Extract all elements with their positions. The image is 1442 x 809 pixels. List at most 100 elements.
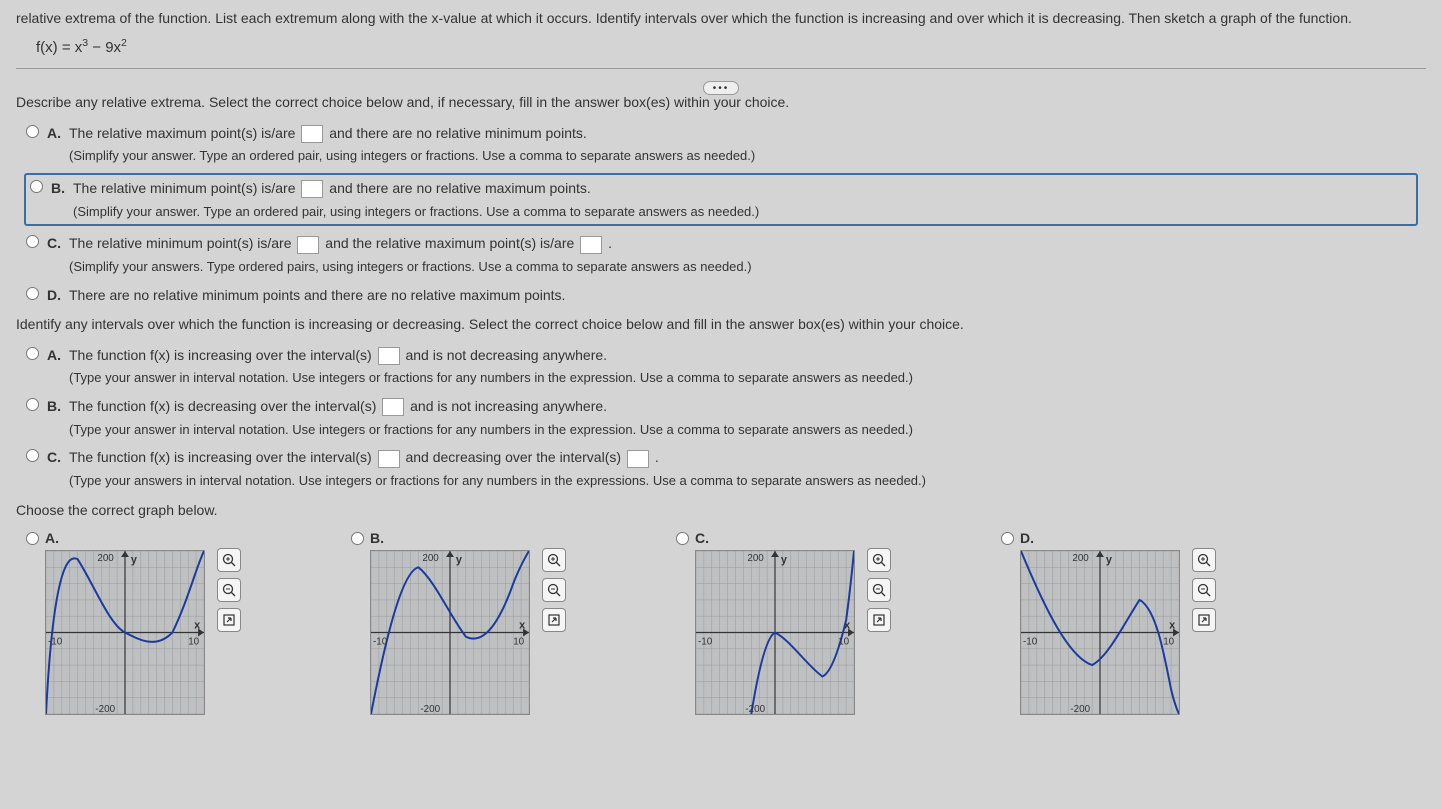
q3-radio-c[interactable] xyxy=(676,532,689,545)
svg-text:-10: -10 xyxy=(698,636,713,647)
q3-radio-b[interactable] xyxy=(351,532,364,545)
answer-box[interactable] xyxy=(301,180,323,198)
svg-text:200: 200 xyxy=(1072,552,1089,563)
q2-prompt: Identify any intervals over which the fu… xyxy=(16,316,1426,332)
ellipsis-pill[interactable]: ••• xyxy=(703,81,739,95)
q1-option-d[interactable]: D. There are no relative minimum points … xyxy=(26,284,1426,306)
problem-instruction: relative extrema of the function. List e… xyxy=(16,8,1426,29)
svg-text:y: y xyxy=(1106,553,1112,565)
svg-text:x: x xyxy=(194,619,200,631)
answer-box[interactable] xyxy=(382,398,404,416)
option-label: A. xyxy=(47,122,61,144)
svg-text:10: 10 xyxy=(1163,636,1174,647)
q2-option-b[interactable]: B. The function f(x) is decreasing over … xyxy=(26,395,1426,440)
q1-radio-a[interactable] xyxy=(26,125,39,138)
answer-box[interactable] xyxy=(378,347,400,365)
zoom-in-icon[interactable] xyxy=(542,548,566,572)
svg-text:x: x xyxy=(519,619,525,631)
expand-icon[interactable] xyxy=(1192,608,1216,632)
q2-radio-a[interactable] xyxy=(26,347,39,360)
problem-formula: f(x) = x3 − 9x2 xyxy=(36,37,1426,56)
svg-text:x: x xyxy=(1169,619,1175,631)
answer-box[interactable] xyxy=(627,450,649,468)
zoom-out-icon[interactable] xyxy=(217,578,241,602)
svg-text:10: 10 xyxy=(838,636,849,647)
svg-text:-200: -200 xyxy=(95,704,115,714)
q1-c-text-after: . xyxy=(608,235,612,251)
q1-a-text-before: The relative maximum point(s) is/are xyxy=(69,125,299,141)
q1-b-text-before: The relative minimum point(s) is/are xyxy=(73,180,299,196)
option-label: A. xyxy=(47,344,61,366)
option-label: C. xyxy=(47,232,61,254)
svg-text:-200: -200 xyxy=(745,704,765,714)
expand-icon[interactable] xyxy=(867,608,891,632)
q3-radio-d[interactable] xyxy=(1001,532,1014,545)
graph-b: y x 200 -200 -10 10 xyxy=(370,550,530,715)
svg-text:10: 10 xyxy=(513,636,524,647)
q1-b-hint: (Simplify your answer. Type an ordered p… xyxy=(73,204,759,219)
svg-text:200: 200 xyxy=(97,552,114,563)
option-label: C. xyxy=(47,446,61,468)
svg-text:-200: -200 xyxy=(420,704,440,714)
option-label: B. xyxy=(51,177,65,199)
svg-text:x: x xyxy=(844,619,850,631)
answer-box[interactable] xyxy=(301,125,323,143)
zoom-in-icon[interactable] xyxy=(1192,548,1216,572)
zoom-in-icon[interactable] xyxy=(867,548,891,572)
q2-c-text-before: The function f(x) is increasing over the… xyxy=(69,449,376,465)
zoom-out-icon[interactable] xyxy=(867,578,891,602)
q1-radio-d[interactable] xyxy=(26,287,39,300)
q1-a-text-after: and there are no relative minimum points… xyxy=(329,125,587,141)
option-label: B. xyxy=(370,530,384,546)
expand-icon[interactable] xyxy=(217,608,241,632)
svg-text:y: y xyxy=(131,553,137,565)
q1-a-hint: (Simplify your answer. Type an ordered p… xyxy=(69,148,755,163)
q3-option-a[interactable]: A. y x 200 -200 -10 10 xyxy=(26,530,241,715)
q3-option-b[interactable]: B. y x 200 -200 -10 10 xyxy=(351,530,566,715)
q2-radio-c[interactable] xyxy=(26,449,39,462)
q3-radio-a[interactable] xyxy=(26,532,39,545)
q2-c-hint: (Type your answers in interval notation.… xyxy=(69,473,926,488)
q2-b-text-before: The function f(x) is decreasing over the… xyxy=(69,398,380,414)
answer-box[interactable] xyxy=(378,450,400,468)
q2-b-hint: (Type your answer in interval notation. … xyxy=(69,422,913,437)
answer-box[interactable] xyxy=(297,236,319,254)
q3-prompt: Choose the correct graph below. xyxy=(16,502,1426,518)
q1-b-text-after: and there are no relative maximum points… xyxy=(329,180,590,196)
zoom-out-icon[interactable] xyxy=(1192,578,1216,602)
option-label: C. xyxy=(695,530,709,546)
svg-text:200: 200 xyxy=(747,552,764,563)
q1-option-b-highlight: B. The relative minimum point(s) is/are … xyxy=(24,173,1418,226)
q2-option-a[interactable]: A. The function f(x) is increasing over … xyxy=(26,344,1426,389)
answer-box[interactable] xyxy=(580,236,602,254)
q3-option-d[interactable]: D. y x 200 -200 -10 10 xyxy=(1001,530,1216,715)
option-label: B. xyxy=(47,395,61,417)
q2-c-text-after: . xyxy=(655,449,659,465)
svg-text:-10: -10 xyxy=(1023,636,1038,647)
q1-c-hint: (Simplify your answers. Type ordered pai… xyxy=(69,259,752,274)
q1-option-c[interactable]: C. The relative minimum point(s) is/are … xyxy=(26,232,1426,277)
q1-option-b[interactable]: B. The relative minimum point(s) is/are … xyxy=(30,177,1412,222)
graph-c: y x 200 -200 -10 10 xyxy=(695,550,855,715)
q2-a-text-before: The function f(x) is increasing over the… xyxy=(69,347,376,363)
q3-option-c[interactable]: C. y x 200 -200 -10 10 xyxy=(676,530,891,715)
q2-c-text-mid: and decreasing over the interval(s) xyxy=(405,449,624,465)
q1-radio-b[interactable] xyxy=(30,180,43,193)
q2-radio-b[interactable] xyxy=(26,398,39,411)
q2-option-c[interactable]: C. The function f(x) is increasing over … xyxy=(26,446,1426,491)
q1-option-a[interactable]: A. The relative maximum point(s) is/are … xyxy=(26,122,1426,167)
zoom-out-icon[interactable] xyxy=(542,578,566,602)
zoom-in-icon[interactable] xyxy=(217,548,241,572)
q1-d-text: There are no relative minimum points and… xyxy=(69,287,565,303)
graph-a: y x 200 -200 -10 10 xyxy=(45,550,205,715)
q1-prompt: Describe any relative extrema. Select th… xyxy=(16,94,1426,110)
svg-text:-10: -10 xyxy=(373,636,388,647)
q2-a-hint: (Type your answer in interval notation. … xyxy=(69,370,913,385)
q1-radio-c[interactable] xyxy=(26,235,39,248)
svg-text:10: 10 xyxy=(188,636,199,647)
q1-c-text-mid: and the relative maximum point(s) is/are xyxy=(325,235,578,251)
option-label: D. xyxy=(1020,530,1034,546)
svg-text:-200: -200 xyxy=(1070,704,1090,714)
expand-icon[interactable] xyxy=(542,608,566,632)
svg-text:y: y xyxy=(456,553,462,565)
